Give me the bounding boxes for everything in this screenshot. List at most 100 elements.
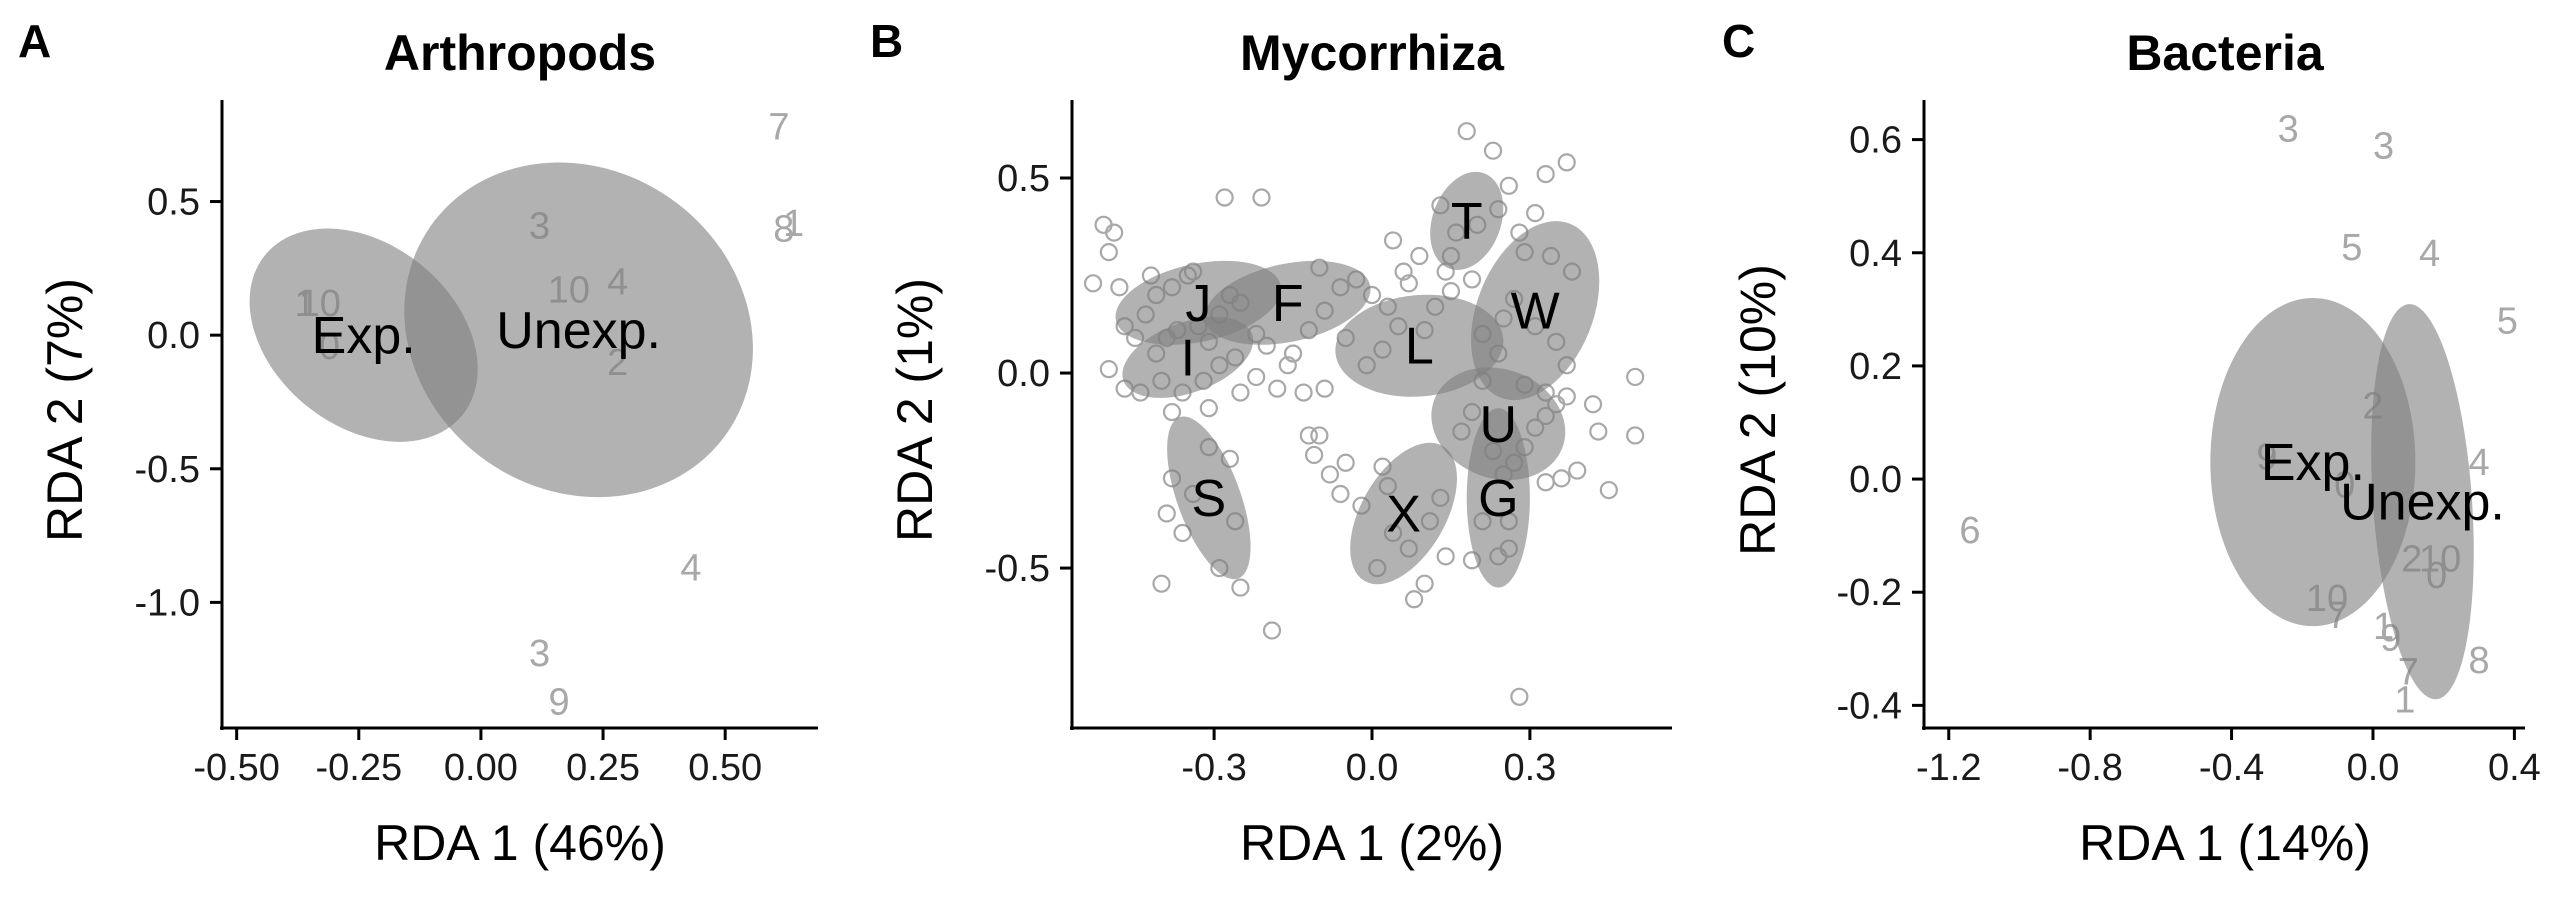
data-point bbox=[1105, 223, 1124, 242]
y-tick-label: -1.0 bbox=[135, 582, 200, 624]
data-point bbox=[1557, 387, 1576, 406]
data-point bbox=[1405, 590, 1424, 609]
ellipse-label: W bbox=[1511, 283, 1560, 341]
data-point bbox=[1252, 188, 1271, 207]
y-tick-label: 0.2 bbox=[1849, 346, 1902, 388]
ellipse-label: F bbox=[1272, 275, 1304, 333]
data-point bbox=[1626, 426, 1645, 445]
ellipse-label: Unexp. bbox=[2340, 474, 2505, 532]
point-label: 3 bbox=[2373, 125, 2394, 167]
x-tick-label: 0.0 bbox=[2347, 747, 2400, 789]
panel-a: A Arthropods RDA 1 (46%) RDA 2 (7%) 7 81 3… bbox=[18, 15, 818, 871]
x-tick-label: -1.2 bbox=[1916, 747, 1981, 789]
data-point bbox=[1457, 122, 1476, 141]
point-label: 4 bbox=[2468, 442, 2489, 484]
point-label: 8 bbox=[773, 208, 794, 250]
point-label: 8 bbox=[2468, 640, 2489, 682]
point-label: 1 bbox=[2394, 680, 2415, 722]
data-point bbox=[1394, 262, 1413, 281]
x-tick-label: 0.50 bbox=[688, 747, 762, 789]
panel-letter: A bbox=[18, 15, 51, 67]
data-point bbox=[1283, 344, 1303, 363]
y-axis-title: RDA 2 (1%) bbox=[887, 278, 943, 542]
x-tick-label: -0.8 bbox=[2057, 747, 2122, 789]
data-point bbox=[1331, 484, 1350, 504]
x-tick-label: 0.4 bbox=[2488, 747, 2541, 789]
data-point bbox=[1536, 165, 1555, 184]
point-label: 7 bbox=[768, 107, 789, 149]
y-tick-label: 0.5 bbox=[997, 158, 1050, 200]
group-ellipse bbox=[1205, 260, 1371, 345]
point-label: 5 bbox=[2497, 301, 2518, 343]
data-point bbox=[1310, 426, 1329, 445]
panel-b: B Mycorrhiza RDA 1 (2%) RDA 2 (1%) J F I L T… bbox=[870, 15, 1672, 871]
x-tick-label: -0.25 bbox=[315, 747, 402, 789]
data-point bbox=[1626, 367, 1645, 387]
data-point bbox=[1268, 379, 1287, 398]
x-tick-label: 0.25 bbox=[566, 747, 640, 789]
group-ellipse bbox=[1167, 416, 1251, 580]
plot-area: 781310421100439Exp.Unexp.-0.50-0.250.000… bbox=[135, 100, 818, 789]
ellipse-label: Exp. bbox=[312, 307, 416, 365]
group-ellipse bbox=[1471, 221, 1600, 401]
x-axis-title: RDA 1 (2%) bbox=[1240, 815, 1504, 871]
panel-c: C Bacteria RDA 1 (14%) RDA 2 (10%) 3 3 5 4 5… bbox=[1722, 15, 2541, 871]
data-point bbox=[1199, 399, 1218, 418]
data-point bbox=[1099, 243, 1118, 262]
data-point bbox=[1320, 465, 1339, 484]
panel-letter: C bbox=[1722, 15, 1755, 67]
ellipse-label: S bbox=[1191, 470, 1226, 528]
y-tick-label: -0.2 bbox=[1837, 572, 1902, 614]
data-point bbox=[1436, 547, 1455, 566]
group-ellipse bbox=[1466, 408, 1530, 588]
panel-letter: B bbox=[870, 15, 903, 67]
data-point bbox=[1215, 188, 1234, 207]
data-point bbox=[1415, 574, 1434, 593]
point-label: 3 bbox=[2278, 108, 2299, 150]
data-point bbox=[1231, 578, 1250, 597]
data-point bbox=[1094, 215, 1113, 234]
x-tick-label: -0.4 bbox=[2199, 747, 2264, 789]
data-point bbox=[1152, 574, 1171, 593]
y-tick-label: 0.0 bbox=[1849, 459, 1902, 501]
ellipse-label: Unexp. bbox=[496, 302, 661, 360]
group-ellipse bbox=[1335, 294, 1504, 397]
data-point bbox=[1583, 395, 1603, 414]
data-point bbox=[1299, 426, 1318, 445]
ellipse-label: X bbox=[1386, 485, 1421, 543]
data-point bbox=[1410, 246, 1429, 266]
data-point bbox=[1536, 473, 1555, 492]
ellipse-label: T bbox=[1451, 193, 1483, 251]
data-point bbox=[1110, 278, 1129, 297]
x-tick-label: -0.50 bbox=[193, 747, 280, 789]
data-point bbox=[1083, 274, 1103, 293]
ellipse-label: Exp. bbox=[2261, 434, 2365, 492]
data-point bbox=[1383, 231, 1403, 250]
ellipse-label: J bbox=[1185, 275, 1211, 333]
panel-title: Bacteria bbox=[2126, 25, 2325, 81]
data-point bbox=[1231, 383, 1250, 402]
group-ellipse bbox=[2371, 304, 2474, 700]
data-point bbox=[1099, 360, 1118, 379]
data-point bbox=[1557, 153, 1576, 172]
data-point bbox=[1568, 461, 1587, 480]
group-ellipse bbox=[1122, 316, 1254, 398]
x-axis-title: RDA 1 (14%) bbox=[2079, 815, 2371, 871]
y-axis-title: RDA 2 (10%) bbox=[1730, 264, 1786, 556]
data-point bbox=[1483, 141, 1503, 160]
x-tick-label: 0.00 bbox=[444, 747, 518, 789]
data-point bbox=[1462, 270, 1482, 289]
y-axis-title: RDA 2 (7%) bbox=[37, 278, 93, 542]
ellipse-label: I bbox=[1181, 329, 1195, 387]
point-label: 6 bbox=[1959, 510, 1980, 552]
group-ellipse bbox=[1350, 442, 1457, 585]
panel-title: Mycorrhiza bbox=[1240, 25, 1505, 81]
point-label: 1 bbox=[783, 203, 804, 245]
y-tick-label: 0.0 bbox=[147, 315, 200, 357]
y-tick-label: -0.5 bbox=[985, 548, 1050, 590]
point-label: 5 bbox=[2341, 227, 2362, 269]
data-point bbox=[1510, 687, 1529, 706]
y-tick-label: 0.6 bbox=[1849, 120, 1902, 162]
